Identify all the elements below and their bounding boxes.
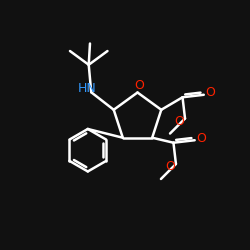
Text: O: O <box>174 115 184 128</box>
Text: O: O <box>134 79 144 92</box>
Text: O: O <box>165 160 175 173</box>
Text: O: O <box>196 132 206 145</box>
Text: HN: HN <box>78 82 97 95</box>
Text: O: O <box>205 86 215 99</box>
